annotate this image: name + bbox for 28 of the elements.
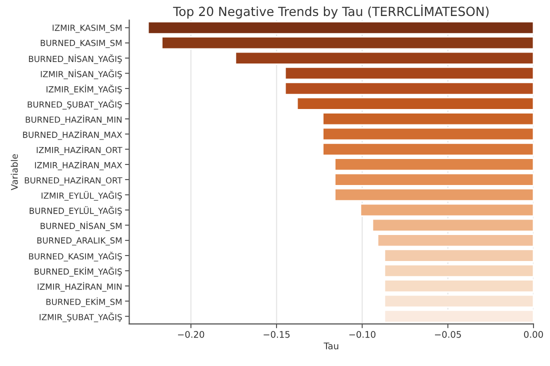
- y-axis-title: Variable: [10, 154, 18, 190]
- y-tick-label: IZMIR_HAZİRAN_MIN: [38, 282, 122, 292]
- y-tick-label: BURNED_KASIM_YAĞIŞ: [29, 252, 122, 262]
- chart-title: Top 20 Negative Trends by Tau (TERRCLİMATESON): [173, 4, 489, 19]
- y-tick-label: BURNED_ARALIK_SM: [37, 237, 122, 246]
- x-axis-title: Tau: [324, 342, 338, 350]
- x-tick-label: −0.10: [349, 331, 376, 338]
- y-tick-label: IZMIR_NİSAN_YAĞIŞ: [40, 69, 122, 80]
- y-tick-label: BURNED_HAZİRAN_MAX: [23, 130, 122, 140]
- y-tick-label: BURNED_ŞUBAT_YAĞIŞ: [28, 100, 122, 110]
- x-tick-label: −0.15: [264, 331, 290, 338]
- y-tick-label: BURNED_NİSAN_YAĞIŞ: [28, 54, 122, 64]
- y-tick-label: BURNED_EYLÜL_YAĞIŞ: [30, 206, 122, 216]
- y-tick-label: IZMIR_HAZİRAN_ORT: [36, 145, 122, 155]
- x-tick-label: 0.00: [524, 331, 543, 338]
- y-tick-label: IZMIR_HAZİRAN_MAX: [35, 160, 122, 170]
- y-tick-label: BURNED_EKİM_YAĞIŞ: [34, 266, 122, 277]
- y-tick-label: BURNED_HAZİRAN_MIN: [26, 115, 122, 125]
- x-tick-label: −0.05: [434, 331, 461, 338]
- y-tick-label: BURNED_EKİM_SM: [46, 297, 122, 307]
- y-tick-label: IZMIR_EYLÜL_YAĞIŞ: [42, 190, 122, 201]
- y-tick-label: IZMIR_EKİM_YAĞIŞ: [46, 84, 122, 94]
- y-tick-label: IZMIR_ŞUBAT_YAĞIŞ: [40, 312, 122, 322]
- y-tick-label: BURNED_NİSAN_SM: [40, 221, 122, 231]
- y-tick-label: BURNED_KASIM_SM: [40, 40, 122, 48]
- x-tick-label: −0.20: [178, 331, 204, 338]
- y-tick-label: IZMIR_KASIM_SM: [52, 24, 122, 33]
- y-tick-label: BURNED_HAZİRAN_ORT: [24, 176, 122, 186]
